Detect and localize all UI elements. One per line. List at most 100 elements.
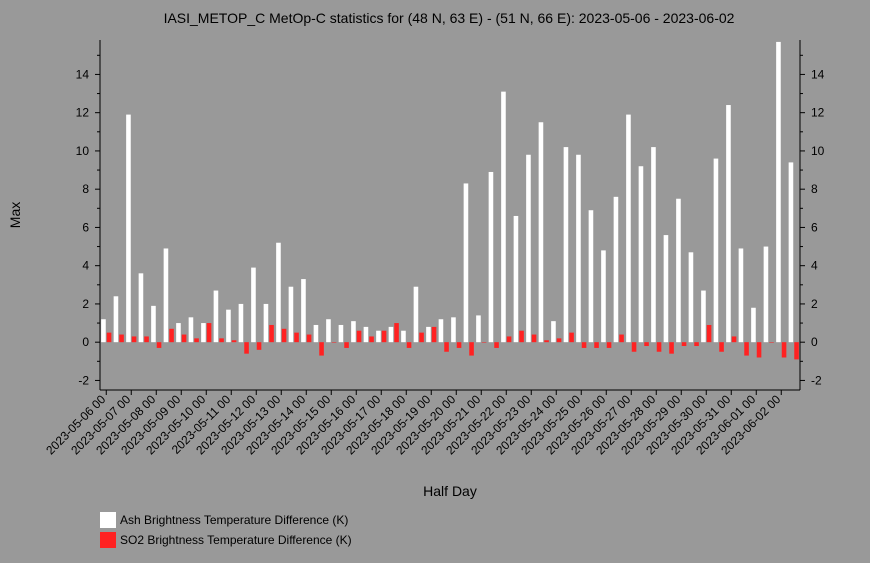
bar-ash [288, 286, 294, 343]
bar-ash [401, 330, 406, 343]
y-tick-label-left: 14 [76, 67, 90, 81]
bar-so2 [406, 342, 412, 348]
bar-ash [701, 290, 706, 343]
bar-so2 [506, 336, 512, 343]
bar-so2 [256, 342, 262, 350]
bar-ash [538, 122, 544, 343]
bar-so2 [331, 342, 337, 343]
bar-ash [513, 215, 519, 343]
bar-so2 [181, 334, 187, 343]
bar-so2 [794, 342, 799, 360]
bar-so2 [269, 324, 274, 343]
bar-so2 [306, 334, 312, 343]
y-tick-label-left: 0 [82, 335, 89, 349]
bar-ash [238, 303, 244, 343]
y-tick-label-left: 4 [82, 259, 89, 273]
bar-ash [213, 290, 219, 343]
bar-so2 [756, 342, 762, 358]
legend-item-so2: SO2 Brightness Temperature Difference (K… [100, 532, 352, 548]
bar-ash [101, 319, 106, 343]
bar-so2 [244, 342, 249, 354]
bar-ash [651, 147, 656, 343]
y-tick-label-left: 10 [76, 144, 90, 158]
bar-so2 [319, 342, 324, 356]
bar-ash [438, 319, 444, 343]
bar-so2 [294, 332, 299, 343]
bar-so2 [544, 340, 549, 343]
chart-title: IASI_METOP_C MetOp-C statistics for (48 … [164, 10, 735, 26]
bar-so2 [381, 330, 387, 343]
bar-ash [151, 305, 156, 343]
y-tick-label-left: -2 [78, 373, 89, 387]
bar-ash [113, 296, 119, 343]
bar-so2 [681, 342, 687, 347]
y-tick-label-right: 8 [811, 182, 818, 196]
bar-ash [138, 273, 144, 343]
bar-so2 [631, 342, 637, 352]
bar-ash [626, 114, 631, 343]
bar-ash [738, 248, 744, 343]
legend-label-ash: Ash Brightness Temperature Difference (K… [120, 513, 349, 527]
bar-so2 [669, 342, 674, 354]
bar-ash [176, 323, 181, 343]
bar-so2 [394, 323, 399, 343]
bar-so2 [144, 336, 149, 343]
bar-ash [776, 41, 781, 343]
bar-ash [726, 105, 731, 343]
legend-swatch-ash [100, 512, 116, 528]
bar-ash [601, 250, 606, 343]
bar-so2 [581, 342, 587, 348]
bar-so2 [356, 330, 362, 343]
bar-so2 [594, 342, 599, 348]
y-tick-label-left: 6 [82, 220, 89, 234]
bar-ash [363, 326, 369, 343]
y-tick-label-left: 8 [82, 182, 89, 196]
y-tick-label-right: 6 [811, 220, 818, 234]
bar-so2 [119, 334, 124, 343]
x-axis-label: Half Day [423, 483, 477, 499]
bar-so2 [731, 336, 737, 343]
bar-so2 [481, 342, 487, 343]
bar-so2 [644, 342, 649, 347]
bar-so2 [156, 342, 162, 348]
bar-ash [663, 235, 669, 343]
bar-so2 [281, 328, 287, 343]
bar-so2 [131, 336, 137, 343]
y-tick-label-right: 4 [811, 259, 818, 273]
bar-ash [751, 307, 756, 343]
bar-so2 [706, 324, 712, 343]
y-tick-label-right: -2 [811, 373, 822, 387]
bar-so2 [419, 332, 424, 343]
bar-ash [476, 315, 481, 343]
y-tick-label-left: 12 [76, 106, 90, 120]
bar-ash [488, 171, 494, 343]
bar-so2 [206, 323, 212, 343]
bar-so2 [444, 342, 449, 352]
bar-so2 [219, 338, 224, 343]
bar-so2 [694, 342, 699, 347]
bar-ash [551, 321, 556, 343]
bar-ash [163, 248, 169, 343]
bar-ash [226, 309, 231, 343]
bar-ash [326, 319, 331, 343]
bar-ash [588, 210, 594, 343]
bar-so2 [431, 326, 437, 343]
y-tick-label-right: 10 [811, 144, 825, 158]
bar-so2 [106, 332, 112, 343]
y-tick-label-right: 12 [811, 106, 825, 120]
bar-ash [388, 326, 394, 343]
bar-ash [201, 323, 206, 343]
bar-so2 [781, 342, 787, 358]
bar-ash [563, 147, 569, 343]
bar-ash [676, 198, 681, 343]
bar-so2 [494, 342, 499, 348]
bar-ash [788, 162, 794, 343]
legend-label-so2: SO2 Brightness Temperature Difference (K… [120, 533, 352, 547]
legend-swatch-so2 [100, 532, 116, 548]
bar-ash [451, 317, 456, 343]
bar-so2 [606, 342, 612, 348]
bar-so2 [456, 342, 462, 348]
bar-so2 [469, 342, 474, 356]
bar-ash [376, 330, 381, 343]
